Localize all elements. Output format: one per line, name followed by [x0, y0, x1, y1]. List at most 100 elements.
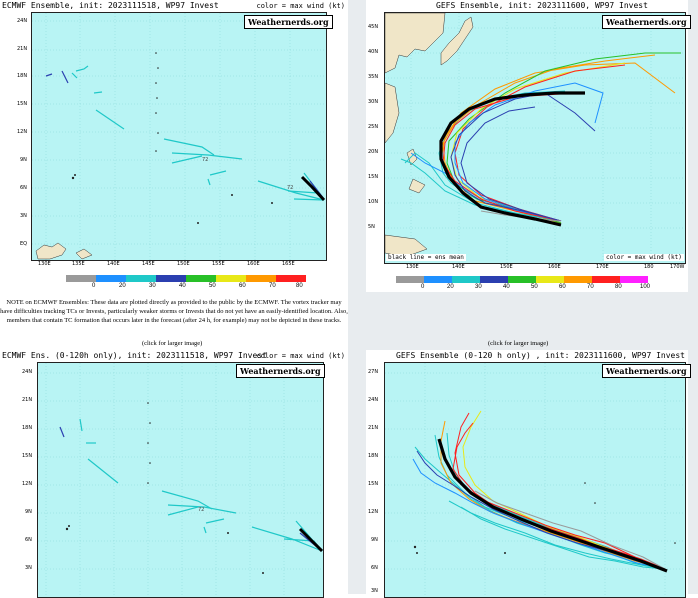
lon-label: 170E [596, 264, 609, 270]
lat-label: 15N [22, 453, 33, 459]
legend-value: 80 [296, 283, 303, 289]
weathernerds-logo: Weathernerds.org [602, 364, 691, 378]
lat-label: 25N [368, 124, 379, 130]
ecmwf-ensemble-panel[interactable]: ECMWF Ensemble, init: 2023111518, WP97 I… [0, 0, 347, 292]
lon-label: 135E [72, 261, 85, 267]
lat-label: 24N [368, 397, 379, 403]
lat-label: 15N [368, 174, 379, 180]
lon-label: 155E [212, 261, 225, 267]
legend-value: 30 [475, 284, 482, 290]
panel-title: ECMWF Ens. (0-120h only), init: 20231115… [2, 351, 267, 360]
legend-value: 50 [209, 283, 216, 289]
lon-label: 150E [500, 264, 513, 270]
lon-label: 140E [107, 261, 120, 267]
legend-swatch [564, 276, 592, 283]
weathernerds-logo: Weathernerds.org [236, 364, 325, 378]
lat-label: 3N [25, 565, 32, 571]
legend-value: 0 [92, 283, 96, 289]
lat-label: 3N [371, 588, 378, 594]
larger-image-link[interactable]: (click for larger image) [488, 340, 549, 347]
legend-swatch [276, 275, 306, 282]
gefs-120h-map[interactable] [384, 362, 686, 598]
legend-swatch [216, 275, 246, 282]
lat-label: 12N [22, 481, 33, 487]
legend-value: 30 [149, 283, 156, 289]
lat-label: 12N [368, 509, 379, 515]
panel-title: GEFS Ensemble, init: 2023111600, WP97 In… [436, 1, 648, 10]
gefs-track-plot [385, 13, 685, 263]
legend-value: 70 [269, 283, 276, 289]
lon-label: 140E [452, 264, 465, 270]
lon-label: 180 [644, 264, 654, 270]
svg-text:72: 72 [202, 157, 208, 163]
panel-title-bar: ECMWF Ensemble, init: 2023111518, WP97 I… [0, 0, 347, 12]
ecmwf-map[interactable]: 72 72 [31, 12, 327, 261]
legend-value: 50 [531, 284, 538, 290]
wind-legend: 0 20 30 40 50 60 70 80 100 [396, 276, 652, 290]
legend-value: 70 [587, 284, 594, 290]
lon-label: 150E [177, 261, 190, 267]
legend-value: 20 [119, 283, 126, 289]
lat-label: 6N [20, 185, 27, 191]
ensemble-mean-note: black line = ens mean [386, 254, 466, 261]
lat-label: 30N [368, 99, 379, 105]
lon-label: 160E [548, 264, 561, 270]
lat-label: 20N [368, 149, 379, 155]
legend-value: 60 [239, 283, 246, 289]
lat-label: 6N [371, 565, 378, 571]
ecmwf-120h-panel[interactable]: ECMWF Ens. (0-120h only), init: 20231115… [0, 350, 347, 598]
lat-label: 9N [371, 537, 378, 543]
legend-value: 40 [179, 283, 186, 289]
legend-value: 0 [421, 284, 425, 290]
lat-label: 10N [368, 199, 379, 205]
legend-swatch [156, 275, 186, 282]
ecmwf-120h-map[interactable]: 72 [37, 362, 324, 598]
lat-label: 18N [368, 453, 379, 459]
lat-label: 6N [25, 537, 32, 543]
gefs-map[interactable] [384, 12, 686, 264]
panel-title: ECMWF Ensemble, init: 2023111518, WP97 I… [2, 1, 219, 10]
lat-label: 9N [20, 157, 27, 163]
legend-swatch [480, 276, 508, 283]
lat-label: 15N [368, 481, 379, 487]
ecmwf-120h-track-plot: 72 [38, 363, 323, 597]
lat-label: 35N [368, 74, 379, 80]
wind-color-note: color = max wind (kt) [256, 2, 345, 10]
legend-swatch [246, 275, 276, 282]
lon-label: 160E [247, 261, 260, 267]
lon-label: 130E [406, 264, 419, 270]
panel-title-bar: GEFS Ensemble, init: 2023111600, WP97 In… [366, 0, 688, 12]
lon-label: 145E [142, 261, 155, 267]
legend-swatch [396, 276, 424, 283]
lat-label: 21N [17, 46, 28, 52]
lat-label: 27N [368, 369, 379, 375]
lat-label: 3N [20, 213, 27, 219]
svg-text:72: 72 [198, 507, 204, 513]
gefs-ensemble-panel[interactable]: GEFS Ensemble, init: 2023111600, WP97 In… [366, 0, 691, 292]
wind-color-note: color = max wind (kt) [256, 352, 345, 360]
lon-label: 130E [38, 261, 51, 267]
lat-label: 21N [368, 425, 379, 431]
legend-value: 40 [503, 284, 510, 290]
lat-label: 18N [22, 425, 33, 431]
gefs-120h-panel[interactable]: GEFS Ensemble (0-120 h only) , init: 202… [366, 350, 691, 598]
legend-swatch [452, 276, 480, 283]
wind-color-note: color = max wind (kt) [604, 254, 684, 261]
lon-label: 165E [282, 261, 295, 267]
lat-label: 12N [17, 129, 28, 135]
lat-label: 15N [17, 101, 28, 107]
legend-value: 100 [640, 284, 651, 290]
legend-value: 60 [559, 284, 566, 290]
legend-swatch [96, 275, 126, 282]
larger-image-link[interactable]: (click for larger image) [142, 340, 203, 347]
lat-label: 24N [22, 369, 33, 375]
panel-title-bar: ECMWF Ens. (0-120h only), init: 20231115… [0, 350, 347, 362]
lon-label: 170W [670, 264, 685, 270]
lat-label: 9N [25, 509, 32, 515]
svg-text:72: 72 [287, 185, 293, 191]
panel-title: GEFS Ensemble (0-120 h only) , init: 202… [396, 351, 685, 360]
lat-label: 21N [22, 397, 33, 403]
legend-swatch [66, 275, 96, 282]
lat-label: 5N [368, 224, 375, 230]
legend-swatch [508, 276, 536, 283]
